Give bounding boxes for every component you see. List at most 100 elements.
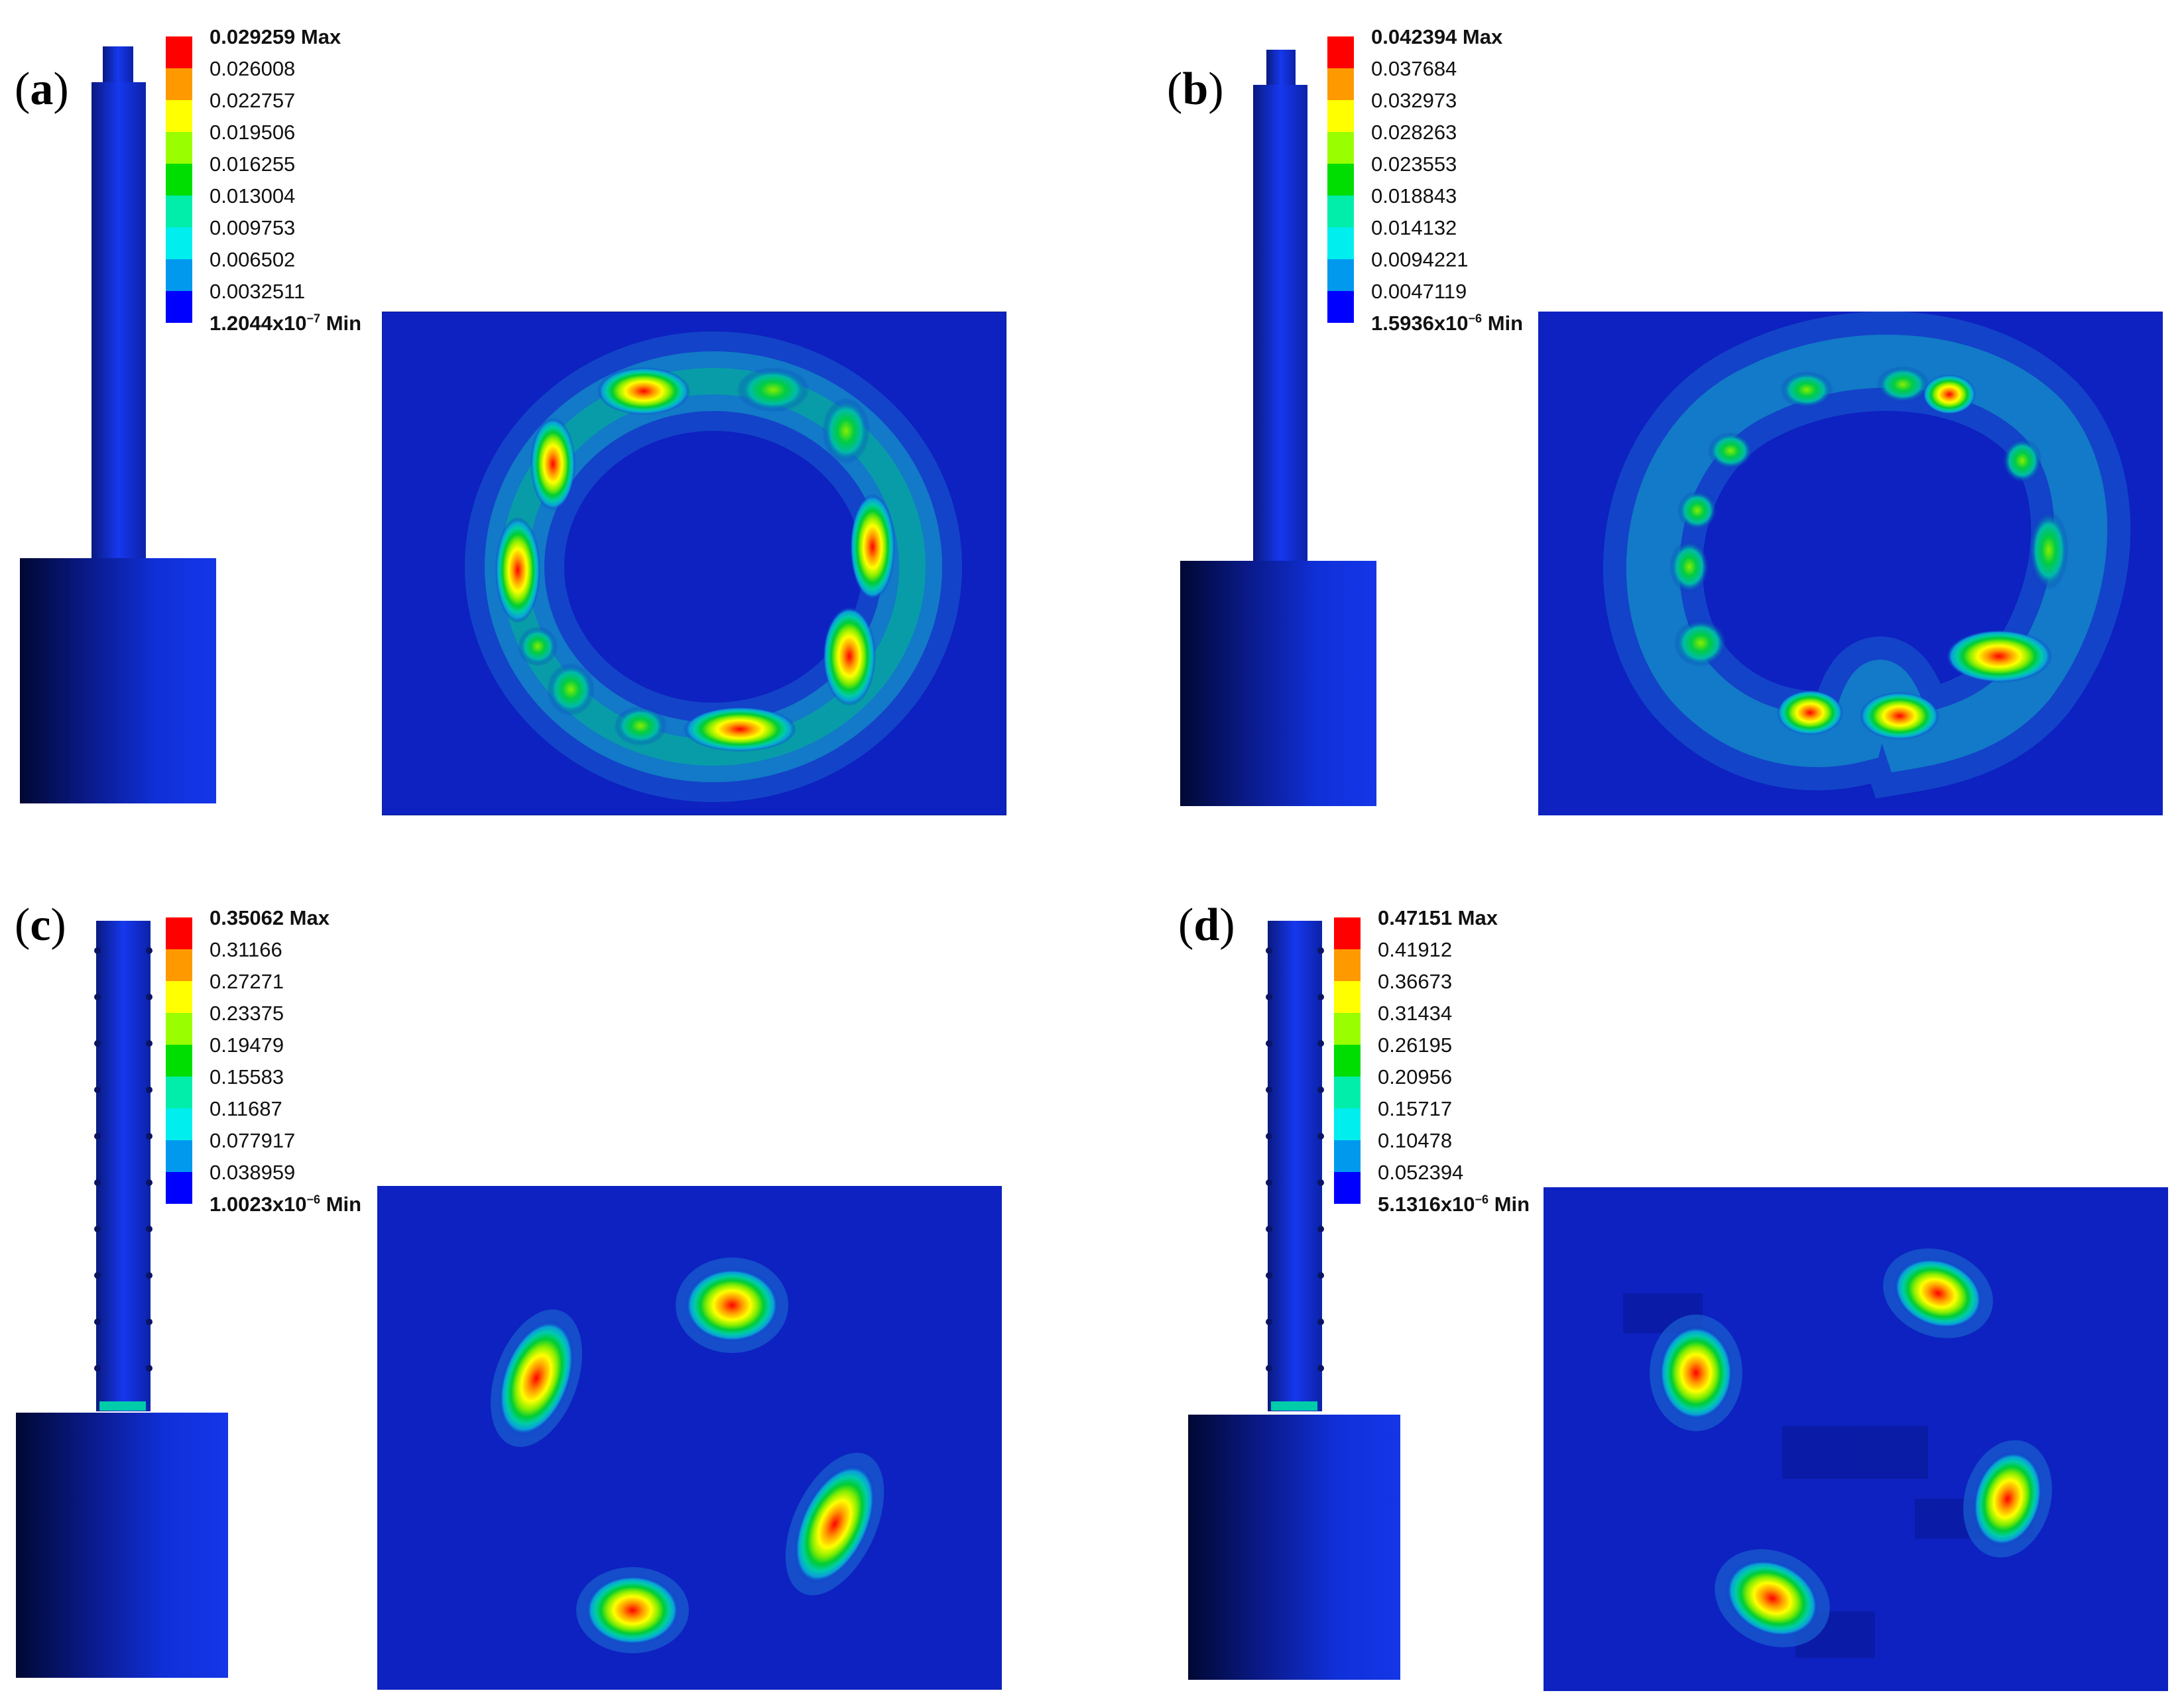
mesh-artifacts <box>1623 1293 2034 1658</box>
workpiece-block <box>16 1413 228 1678</box>
legend-value: 0.013004 <box>210 184 296 207</box>
legend-swatch <box>1327 227 1354 259</box>
panel-c: (c) 0.35062 Max 0.31166 0.27271 <box>0 851 1092 1703</box>
legend-swatch <box>166 196 192 227</box>
tool-flute-marks <box>94 947 152 1372</box>
legend-value: 0.028263 <box>1371 121 1457 144</box>
legend-swatch <box>1327 196 1354 227</box>
legend-min: 1.0023x10−6 Min <box>210 1193 362 1216</box>
legend-value: 0.31434 <box>1378 1002 1453 1025</box>
legend-swatch <box>166 1077 192 1108</box>
panel-b: (b) 0.042394 Max 0.037684 0.032973 0.028… <box>1092 0 2184 851</box>
panel-a: (a) 0.029259 Max 0.026008 0.022757 0.019… <box>0 0 1092 851</box>
legend-swatch <box>166 259 192 291</box>
legend-max: 0.029259 Max <box>210 25 341 48</box>
stress-contour-view <box>1538 312 2163 815</box>
tool-shank <box>1268 921 1322 1411</box>
legend-swatch <box>1327 68 1354 100</box>
legend-swatch <box>1334 1140 1361 1172</box>
legend-min: 5.1316x10−6 Min <box>1378 1193 1530 1216</box>
legend-swatch <box>166 917 192 949</box>
legend-swatch <box>166 981 192 1013</box>
legend-value: 0.15717 <box>1378 1097 1453 1120</box>
legend-swatch <box>1334 949 1361 981</box>
legend-value: 0.018843 <box>1371 184 1457 207</box>
legend-value: 0.014132 <box>1371 216 1457 239</box>
legend-value: 0.023553 <box>1371 152 1457 176</box>
panel-label: (b) <box>1167 64 1224 115</box>
legend-swatch <box>1334 917 1361 949</box>
stress-contour-view <box>377 1186 1002 1690</box>
panel-label: (c) <box>15 900 66 951</box>
hotspots <box>1650 1248 2052 1647</box>
legend-swatch <box>1327 259 1354 291</box>
legend-value: 0.016255 <box>210 152 296 176</box>
panel-label: (a) <box>15 64 69 115</box>
tool-model <box>1180 50 1376 806</box>
legend-value: 0.019506 <box>210 121 296 144</box>
legend-value: 0.009753 <box>210 216 296 239</box>
legend-value: 0.31166 <box>210 938 282 961</box>
legend-value: 0.006502 <box>210 248 296 271</box>
legend-min: 1.5936x10−6 Min <box>1371 312 1524 335</box>
legend-value: 0.11687 <box>210 1097 282 1120</box>
tool-flute-marks <box>1266 947 1324 1372</box>
panel-d: (d) 0.47151 Max 0.41912 0.36673 <box>1092 851 2184 1703</box>
legend-swatch <box>1327 164 1354 196</box>
tool-tip <box>1266 50 1296 89</box>
tool-tip <box>103 46 133 86</box>
legend-swatch <box>1334 1108 1361 1140</box>
legend-value: 0.022757 <box>210 89 296 112</box>
legend-value: 0.36673 <box>1378 970 1453 993</box>
legend-max: 0.47151 Max <box>1378 906 1498 929</box>
legend-swatch <box>1334 1077 1361 1108</box>
legend-value: 0.23375 <box>210 1002 284 1025</box>
legend-value: 0.077917 <box>210 1129 296 1152</box>
stress-contour-view <box>1544 1187 2168 1691</box>
legend-max: 0.35062 Max <box>210 906 330 929</box>
legend-value: 0.27271 <box>210 970 284 993</box>
legend-value: 0.0094221 <box>1371 248 1469 271</box>
tool-shank <box>96 921 151 1411</box>
legend-swatch <box>166 291 192 323</box>
legend-swatch <box>166 949 192 981</box>
legend-value: 0.052394 <box>1378 1161 1464 1184</box>
workpiece-block <box>1180 561 1376 806</box>
legend-value: 0.026008 <box>210 57 296 80</box>
legend-swatch <box>1334 1172 1361 1204</box>
legend-swatch <box>1327 100 1354 132</box>
legend-value: 0.0032511 <box>210 280 306 303</box>
legend-swatch <box>1327 291 1354 323</box>
legend-value: 0.038959 <box>210 1161 296 1184</box>
legend-min: 1.2044x10−7 Min <box>210 312 362 335</box>
hotspots <box>491 1258 884 1653</box>
legend-swatch <box>1334 1013 1361 1045</box>
legend-swatch <box>166 1045 192 1077</box>
tool-model <box>20 46 216 803</box>
legend-max: 0.042394 Max <box>1371 25 1503 48</box>
legend-swatch <box>166 227 192 259</box>
workpiece-block <box>20 558 216 803</box>
legend-value: 0.26195 <box>1378 1033 1453 1057</box>
legend-value: 0.0047119 <box>1371 280 1467 303</box>
legend-value: 0.032973 <box>1371 89 1457 112</box>
legend-swatch <box>166 132 192 164</box>
legend-value: 0.19479 <box>210 1033 284 1057</box>
legend-swatch <box>166 164 192 196</box>
hotspots <box>1669 366 2069 740</box>
legend-swatch <box>1327 36 1354 68</box>
legend-swatch <box>1334 981 1361 1013</box>
hotspots <box>495 367 895 752</box>
legend-swatch <box>166 1140 192 1172</box>
workpiece-block <box>1188 1415 1400 1680</box>
legend-swatch <box>1334 1045 1361 1077</box>
legend-value: 0.037684 <box>1371 57 1457 80</box>
stress-contour-view <box>382 312 1006 815</box>
legend-swatch <box>166 1172 192 1204</box>
legend-swatch <box>166 100 192 132</box>
legend-swatch <box>166 1108 192 1140</box>
legend-value: 0.20956 <box>1378 1065 1453 1088</box>
tool-shank <box>91 82 146 599</box>
legend-value: 0.10478 <box>1378 1129 1453 1152</box>
tool-shank <box>1253 85 1307 602</box>
